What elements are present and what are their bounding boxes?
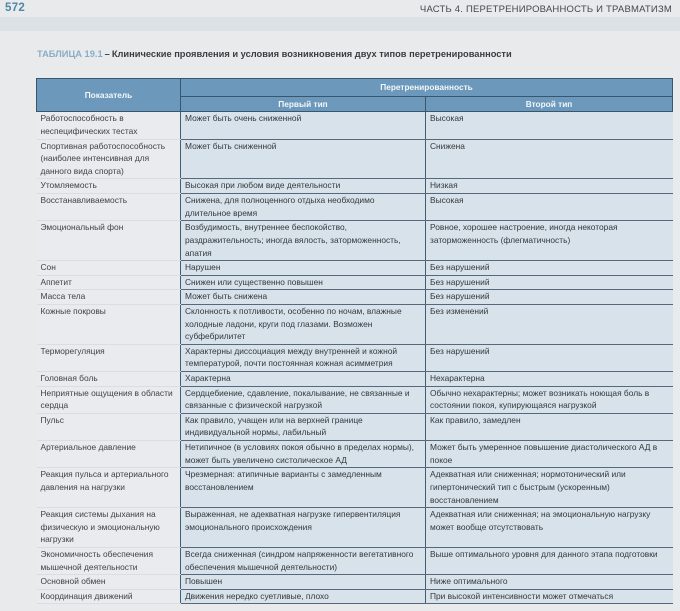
cell-indicator: Сон — [36, 260, 181, 276]
cell-type2: Без нарушений — [425, 289, 673, 305]
cell-indicator: Эмоциональный фон — [36, 220, 181, 262]
table-row: Сон Нарушен Без нарушений — [36, 260, 673, 276]
cell-type1: Нетипичное (в условиях покоя обычно в пр… — [180, 440, 426, 469]
cell-type2: Ниже оптимального — [425, 574, 673, 590]
cell-type2: Без нарушений — [425, 275, 673, 291]
table-row: Утомляемость Высокая при любом виде деяте… — [36, 178, 673, 195]
table-row: Кожные покровы Склонность к потливости, о… — [36, 304, 673, 345]
cell-type2: Как правило, замедлен — [425, 413, 673, 442]
table-row: Восстанавливаемость Снижена, для полноцен… — [36, 193, 673, 222]
cell-type1: Повышен — [180, 574, 426, 590]
cell-type1: Может быть снижена — [180, 289, 426, 305]
table-row: Основной обмен Повышен Ниже оптимального — [36, 574, 673, 590]
header-cell-type2: Второй тип — [424, 95, 674, 113]
table-row: Эмоциональный фон Возбудимость, внутренне… — [36, 220, 673, 262]
cell-type2: Снижена — [425, 139, 673, 180]
cell-indicator: Кожные покровы — [36, 304, 181, 345]
cell-type1: Всегда сниженная (синдром напряженности … — [180, 547, 426, 576]
table-row: Неприятные ощущения в области сердца Серд… — [36, 386, 673, 414]
cell-type1: Может быть очень сниженной — [180, 111, 426, 140]
cell-indicator: Пульс — [36, 413, 181, 442]
table-row: Спортивная работоспособ­ность (наиболее … — [36, 139, 673, 180]
cell-indicator: Реакция системы дыхания на физическую и … — [36, 507, 181, 548]
cell-type2: Низкая — [425, 178, 673, 195]
header-cell-group: Перетренированность — [179, 78, 674, 97]
cell-type2: Обычно нехарактерны; может возникать ною… — [425, 386, 673, 414]
cell-type2: Высокая — [425, 193, 673, 222]
page-number: 572 — [5, 2, 26, 14]
cell-indicator: Реакция пульса и артериального давления … — [36, 467, 181, 509]
table-row: Терморегуляция Характерны диссоциация меж… — [36, 344, 673, 373]
header-row-group: Показатель Перетренированность — [36, 77, 674, 113]
table-row: Экономичность обеспечения мышечной деяте… — [36, 547, 673, 576]
cell-type2: Адекватная или сниженная; нормотонически… — [425, 467, 673, 509]
cell-indicator: Экономичность обеспечения мышечной деяте… — [36, 547, 181, 576]
cell-type2: Высокая — [425, 111, 673, 140]
cell-type1: Как правило, учащен или на верхней грани… — [180, 413, 426, 442]
header-cell-type1: Первый тип — [180, 95, 426, 113]
cell-indicator: Головная боль — [36, 371, 181, 387]
cell-type2: Без нарушений — [425, 344, 673, 373]
cell-type1: Чрезмерная: атипичные варианты с замедле… — [180, 467, 426, 509]
table-body: Работоспособность в неспецифических тест… — [36, 111, 673, 605]
cell-indicator: Координация движений — [36, 589, 181, 605]
cell-type2: Без изменений — [425, 304, 673, 345]
table-row: Головная боль Характерна Нехарактерна — [36, 371, 673, 387]
cell-indicator: Терморегуляция — [36, 344, 181, 373]
cell-type1: Нарушен — [180, 260, 426, 276]
cell-indicator: Работоспособность в неспецифических тест… — [36, 111, 181, 140]
table-row: Работоспособность в неспецифических тест… — [36, 111, 673, 140]
table-label: ТАБЛИЦА 19.1 — [37, 49, 103, 59]
table-row: Реакция системы дыхания на физическую и … — [36, 507, 673, 548]
cell-indicator: Аппетит — [36, 275, 181, 291]
cell-type1: Может быть сниженной — [180, 139, 426, 180]
cell-indicator: Неприятные ощущения в области сердца — [36, 386, 181, 414]
overtraining-table: Показатель Перетренированность Первый ти… — [36, 77, 674, 605]
cell-type2: Может быть умеренное повышение диастолич… — [425, 440, 673, 469]
header-cell-indicator: Показатель — [36, 77, 181, 113]
cell-indicator: Утомляемость — [36, 178, 181, 195]
table-title: ТАБЛИЦА 19.1– Клинические проявления и ус… — [37, 49, 657, 59]
table-row: Координация движений Движения нередко суе… — [36, 589, 673, 605]
table-title-dash: – — [104, 49, 110, 59]
table-row: Масса тела Может быть снижена Без нарушени… — [36, 289, 673, 305]
cell-type1: Высокая при любом виде деятельности — [180, 178, 426, 195]
table-row: Артериальное давление Нетипичное (в услов… — [36, 440, 673, 469]
table-title-text: Клинические проявления и условия возникн… — [111, 49, 512, 59]
cell-indicator: Масса тела — [36, 289, 181, 305]
cell-type1: Снижен или существенно повышен — [180, 275, 426, 291]
cell-indicator: Восстанавливаемость — [36, 193, 181, 222]
cell-type1: Выраженная, не адекватная нагрузке гипер… — [180, 507, 426, 548]
cell-type1: Снижена, для полноценного отдыха необход… — [180, 193, 426, 222]
cell-type1: Движения нередко суетливые, плохо — [180, 589, 426, 605]
cell-type2: При высокой интенсивности может отмечать… — [425, 589, 673, 605]
cell-type1: Сердцебиение, сдавление, покалывание, не… — [180, 386, 426, 414]
cell-indicator: Спортивная работоспособ­ность (наиболее … — [36, 139, 181, 180]
cell-type1: Характерны диссоциация между внутренней … — [180, 344, 426, 373]
cell-type2: Нехарактерна — [425, 371, 673, 387]
cell-type1: Характерна — [180, 371, 426, 387]
cell-type2: Адекватная или сниженная; на эмоциональн… — [425, 507, 673, 548]
table-row: Аппетит Снижен или существенно повышен Без… — [36, 275, 673, 291]
table-row: Реакция пульса и артериального давления … — [36, 467, 673, 509]
chapter-header: ЧАСТЬ 4. ПЕРЕТРЕНИРОВАННОСТЬ И ТРАВМАТИЗ… — [419, 4, 672, 15]
cell-type2: Выше оптимального уровня для данного эта… — [425, 547, 673, 576]
table-header: Показатель Перетренированность Первый ти… — [36, 77, 674, 113]
cell-indicator: Основной обмен — [36, 574, 181, 590]
header-row-types: Первый тип Второй тип — [37, 95, 674, 113]
cell-type2: Без нарушений — [425, 260, 673, 276]
page-shade-band — [0, 17, 680, 31]
cell-type1: Возбудимость, внутреннее беспокойство, р… — [180, 220, 426, 262]
cell-type2: Ровное, хорошее настроение, иногда некот… — [425, 220, 673, 262]
cell-type1: Склонность к потливости, особенно по ноч… — [180, 304, 426, 345]
table-row: Пульс Как правило, учащен или на верхней … — [36, 413, 673, 442]
cell-indicator: Артериальное давление — [36, 440, 181, 469]
